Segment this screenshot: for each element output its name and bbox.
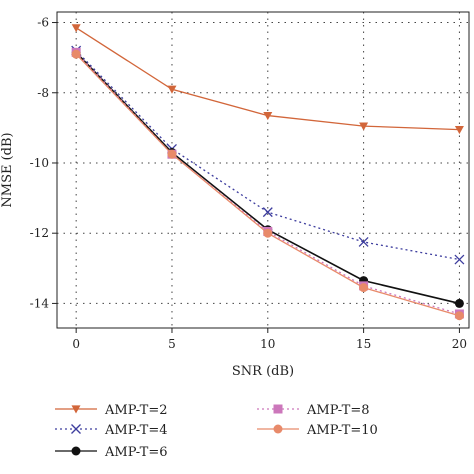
y-axis-label: NMSE (dB): [0, 132, 15, 207]
data-point: [262, 207, 273, 218]
x-axis-label: SNR (dB): [232, 364, 294, 379]
series-line: [75, 50, 460, 261]
series-amp-t-2: [71, 24, 464, 135]
legend-item: AMP-T=2: [55, 403, 168, 418]
data-point: [359, 122, 369, 131]
y-tick-label: -6: [37, 16, 49, 30]
data-point: [454, 254, 465, 265]
legend-marker: [273, 404, 283, 414]
y-tick-label: -10: [30, 156, 49, 170]
legend: AMP-T=2 AMP-T=4 AMP-T=6 AMP-T=8 AMP-T=10: [55, 403, 378, 460]
x-axis-ticks: 0 5 10 15 20: [72, 328, 467, 351]
y-tick-label: -14: [30, 296, 50, 310]
x-tick-label: 5: [168, 337, 176, 351]
series-amp-t-8: [71, 47, 464, 319]
legend-label: AMP-T=10: [306, 423, 378, 438]
legend-item: AMP-T=8: [257, 403, 370, 418]
data-point: [454, 298, 464, 308]
data-point: [167, 85, 177, 94]
plot-frame: [56, 11, 470, 329]
y-axis-ticks: -6 -8 -10 -12 -14: [30, 16, 57, 310]
x-tick-label: 15: [356, 337, 371, 351]
legend-item: AMP-T=10: [257, 423, 378, 438]
legend-marker: [71, 424, 81, 434]
x-tick-label: 0: [72, 337, 80, 351]
data-point: [454, 126, 464, 135]
series-amp-t-10: [71, 49, 464, 321]
data-point: [263, 228, 273, 238]
data-point: [263, 111, 273, 121]
legend-item: AMP-T=6: [55, 445, 168, 460]
series-line: [75, 51, 460, 315]
data-point: [358, 237, 369, 247]
legend-marker: [273, 424, 283, 434]
data-point: [71, 24, 81, 33]
series-group: [71, 24, 465, 321]
legend-marker: [71, 405, 81, 414]
x-tick-label: 20: [452, 337, 467, 351]
legend-label: AMP-T=6: [104, 445, 168, 460]
x-tick-label: 10: [260, 337, 275, 351]
y-tick-label: -8: [37, 86, 49, 100]
legend-label: AMP-T=4: [104, 423, 168, 438]
grid-lines: [57, 12, 469, 328]
data-point: [71, 49, 81, 59]
series-line: [75, 53, 460, 317]
series-amp-t-6: [71, 47, 464, 308]
data-point: [167, 149, 177, 159]
legend-label: AMP-T=8: [306, 403, 370, 418]
data-point: [454, 311, 464, 321]
y-tick-label: -12: [30, 226, 49, 240]
legend-item: AMP-T=4: [55, 423, 168, 438]
data-point: [359, 283, 369, 293]
legend-marker: [71, 446, 81, 456]
legend-label: AMP-T=2: [104, 403, 168, 418]
